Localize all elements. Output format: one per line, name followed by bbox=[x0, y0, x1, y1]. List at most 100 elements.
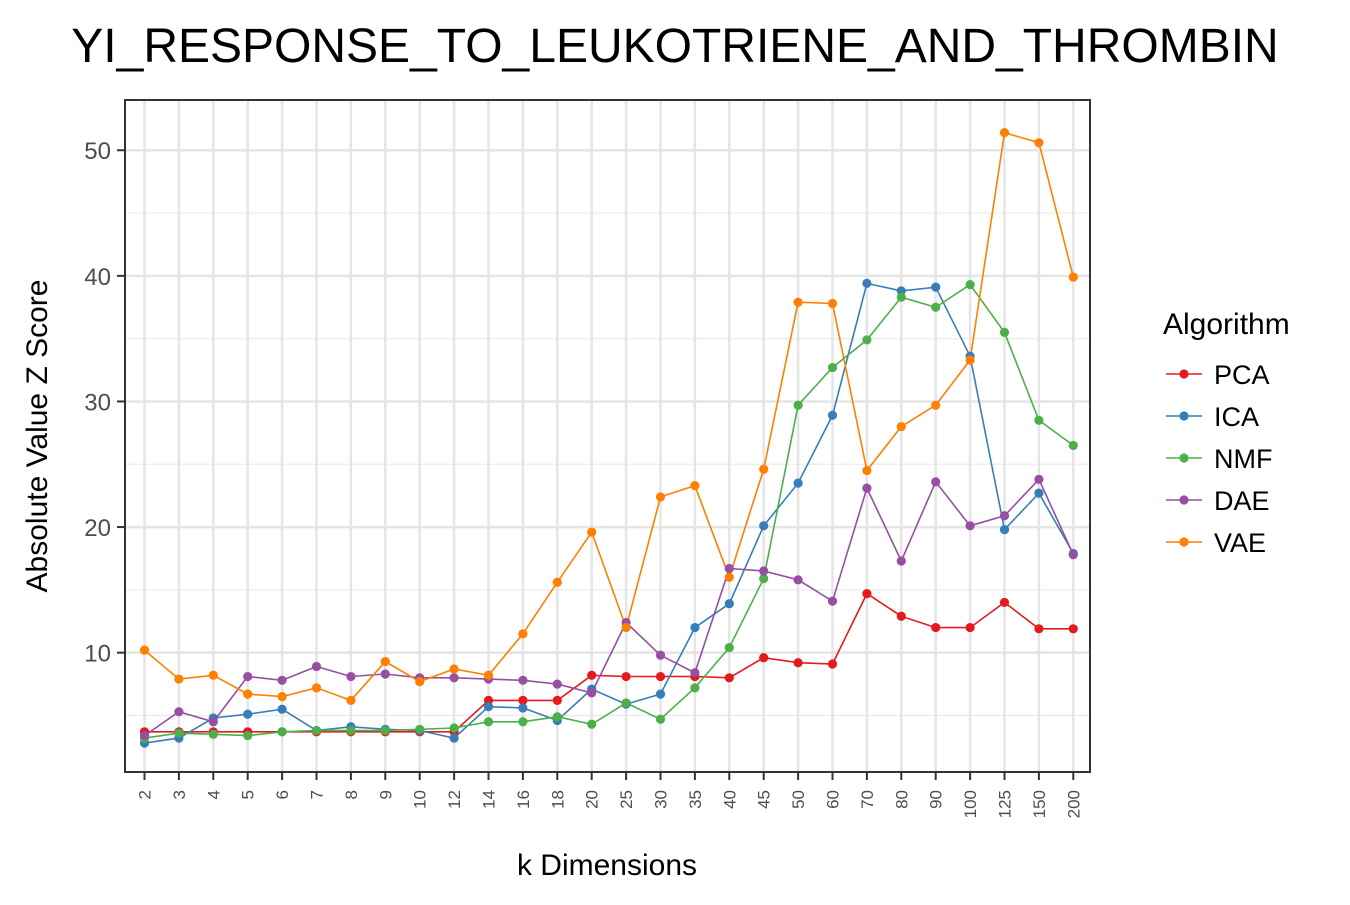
data-point-dae bbox=[346, 671, 356, 682]
data-point-vae bbox=[931, 400, 941, 410]
data-point-dae bbox=[311, 661, 322, 672]
data-point-nmf bbox=[965, 280, 975, 290]
data-point-dae bbox=[587, 688, 597, 698]
data-point-nmf bbox=[483, 717, 494, 727]
x-tick-label: 40 bbox=[720, 790, 739, 809]
x-tick-label: 200 bbox=[1064, 790, 1083, 818]
x-tick-label: 10 bbox=[411, 790, 430, 809]
data-point-vae bbox=[415, 676, 425, 687]
x-tick-label: 16 bbox=[514, 790, 533, 809]
data-point-pca bbox=[862, 589, 872, 599]
data-point-ica bbox=[827, 410, 838, 420]
data-point-vae bbox=[139, 645, 150, 655]
data-point-pca bbox=[1068, 624, 1078, 634]
data-point-ica bbox=[690, 622, 700, 633]
plot-background bbox=[125, 100, 1090, 772]
data-point-vae bbox=[449, 664, 459, 674]
legend-label-pca: PCA bbox=[1214, 360, 1270, 390]
x-tick-label: 4 bbox=[204, 790, 223, 799]
data-point-dae bbox=[208, 717, 218, 727]
x-tick-label: 5 bbox=[239, 790, 258, 799]
x-tick-label: 8 bbox=[342, 790, 361, 799]
x-tick-label: 100 bbox=[961, 790, 980, 818]
data-point-vae bbox=[896, 421, 906, 432]
data-point-vae bbox=[208, 670, 218, 680]
legend-label-nmf: NMF bbox=[1214, 444, 1272, 474]
data-point-nmf bbox=[415, 724, 425, 734]
data-point-pca bbox=[931, 622, 941, 633]
data-point-ica bbox=[759, 521, 769, 531]
x-tick-label: 20 bbox=[583, 790, 602, 809]
plot-border bbox=[124, 99, 1091, 773]
legend-marker-dae bbox=[1179, 495, 1189, 505]
data-point-vae bbox=[277, 692, 287, 702]
data-point-nmf bbox=[827, 362, 838, 373]
data-point-nmf bbox=[931, 302, 941, 312]
data-point-ica bbox=[449, 733, 459, 743]
x-tick-label: 6 bbox=[273, 790, 292, 799]
data-point-vae bbox=[724, 572, 734, 582]
data-point-vae bbox=[587, 527, 597, 537]
data-point-vae bbox=[1068, 272, 1078, 282]
y-axis-title: Absolute Value Z Score bbox=[21, 280, 54, 593]
x-tick-label: 30 bbox=[652, 790, 671, 809]
data-point-vae bbox=[311, 683, 322, 693]
data-point-dae bbox=[827, 596, 838, 606]
data-point-vae bbox=[380, 656, 390, 667]
data-point-pca bbox=[827, 659, 838, 669]
data-point-pca bbox=[965, 622, 975, 633]
data-point-pca bbox=[587, 670, 597, 680]
legend-marker-pca bbox=[1179, 369, 1189, 379]
data-point-dae bbox=[518, 675, 528, 685]
data-point-ica bbox=[243, 709, 253, 719]
data-point-ica bbox=[931, 282, 941, 292]
data-point-pca bbox=[999, 597, 1010, 608]
data-point-vae bbox=[1034, 138, 1044, 148]
data-point-vae bbox=[243, 689, 253, 699]
data-point-pca bbox=[518, 695, 528, 706]
data-point-nmf bbox=[621, 698, 631, 708]
data-point-dae bbox=[139, 730, 150, 741]
data-point-nmf bbox=[862, 335, 872, 345]
series-line-nmf bbox=[144, 283, 1074, 739]
x-tick-label: 14 bbox=[480, 790, 499, 809]
x-tick-label: 3 bbox=[170, 790, 189, 799]
data-point-vae bbox=[552, 577, 562, 587]
data-point-nmf bbox=[380, 725, 390, 736]
data-point-nmf bbox=[243, 730, 253, 741]
series-points bbox=[139, 128, 1078, 748]
data-point-vae bbox=[862, 465, 872, 476]
legend-title: Algorithm bbox=[1163, 308, 1290, 341]
data-point-pca bbox=[552, 695, 562, 706]
data-point-vae bbox=[999, 128, 1010, 138]
data-point-ica bbox=[724, 599, 734, 609]
legend-marker-vae bbox=[1179, 537, 1189, 547]
data-point-dae bbox=[380, 669, 390, 679]
data-point-dae bbox=[243, 671, 253, 682]
x-tick-label: 80 bbox=[892, 790, 911, 809]
data-point-nmf bbox=[1034, 415, 1044, 425]
data-point-nmf bbox=[208, 729, 218, 739]
data-point-dae bbox=[896, 556, 906, 566]
data-point-vae bbox=[965, 355, 975, 365]
x-tick-label: 18 bbox=[548, 790, 567, 809]
legend-marker-nmf bbox=[1179, 453, 1189, 463]
data-point-vae bbox=[518, 629, 528, 639]
data-point-ica bbox=[518, 703, 528, 713]
data-point-vae bbox=[827, 298, 838, 309]
data-point-pca bbox=[896, 611, 906, 621]
x-tick-label: 2 bbox=[136, 790, 155, 799]
data-point-vae bbox=[759, 464, 769, 474]
data-point-ica bbox=[483, 702, 494, 712]
legend-items: PCA ICA NMF DAE VAE bbox=[1166, 360, 1272, 558]
y-axis: 10 20 30 40 50 bbox=[84, 138, 125, 668]
data-point-nmf bbox=[277, 727, 287, 737]
legend: Algorithm PCA ICA NMF DAE VAE bbox=[1163, 308, 1290, 558]
data-point-nmf bbox=[518, 717, 528, 727]
data-point-nmf bbox=[724, 643, 734, 653]
legend-label-vae: VAE bbox=[1214, 528, 1266, 558]
y-tick-label: 10 bbox=[84, 641, 111, 668]
x-axis-title: k Dimensions bbox=[517, 849, 697, 882]
data-point-ica bbox=[277, 704, 287, 714]
data-point-nmf bbox=[793, 400, 803, 410]
